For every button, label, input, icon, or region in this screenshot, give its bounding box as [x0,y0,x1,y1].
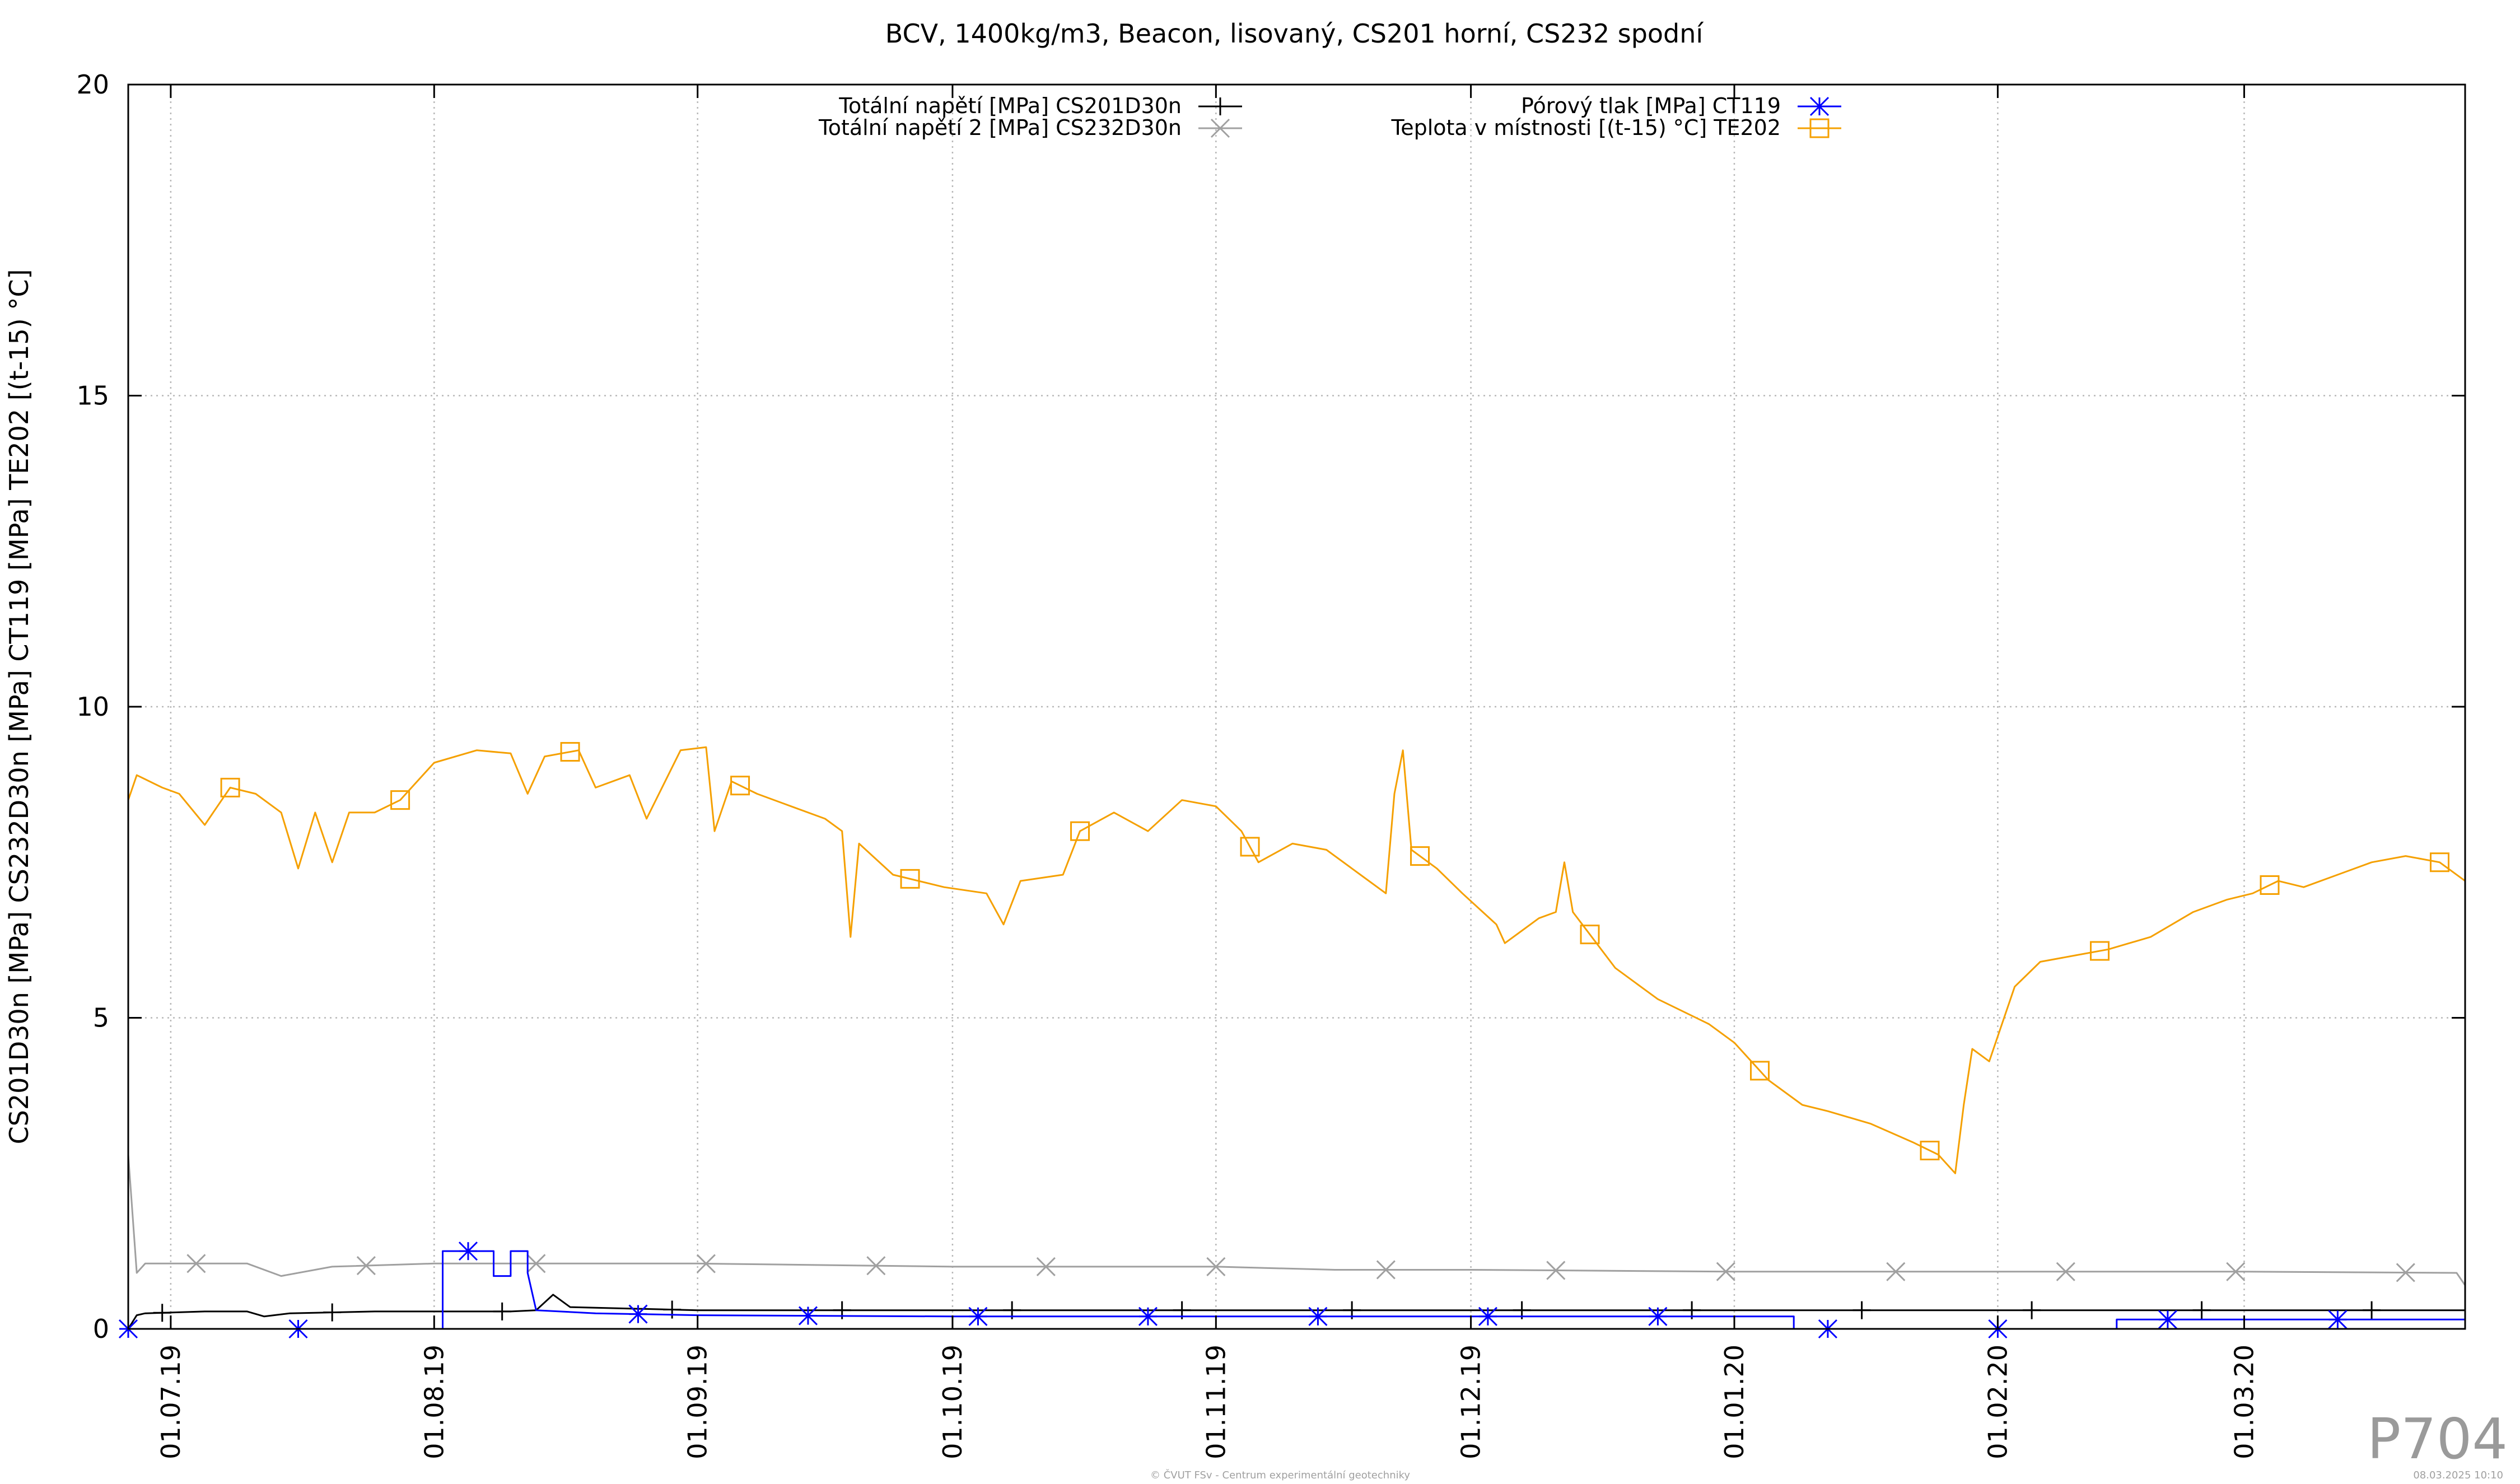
y-tick-label: 15 [76,381,109,411]
page-code-watermark: P704 [2367,1406,2508,1472]
series-marker [1240,837,1260,857]
series-marker [186,1254,206,1273]
series-marker [560,742,580,762]
y-axis-label: CS201D30n [MPa] CS232D30n [MPa] CT119 [M… [4,269,34,1145]
series-marker [1750,1061,1770,1081]
series-line [127,746,2466,1174]
footer-credit: © ČVUT FSv - Centrum experimentální geot… [1150,1469,1410,1481]
series-marker [798,1306,818,1326]
y-axis: 0 5 10 15 20 [76,69,2465,1344]
chart-title: BCV, 1400kg/m3, Beacon, lisovaný, CS201 … [885,18,1704,49]
series-marker [1580,925,1600,945]
series-marker [458,1242,478,1261]
series-marker [1206,1257,1226,1276]
series-marker [900,869,920,889]
series-marker [2089,941,2110,961]
series-group [118,1242,2465,1339]
series-group [127,742,2466,1174]
y-tick-label: 5 [93,1003,109,1033]
legend-item: Totální napětí [MPa] CS201D30n [838,94,1242,118]
series-marker [2328,1310,2348,1329]
series-group [127,1154,2466,1286]
series-marker [1036,1257,1056,1276]
legend-label: Totální napětí 2 [MPa] CS232D30n [818,115,1182,140]
series-marker [2396,1263,2415,1282]
series-marker [628,1304,648,1324]
series-marker [356,1256,376,1276]
series-marker [1648,1306,1668,1326]
series-line [127,1154,2466,1286]
series-marker [1410,846,1430,866]
series-marker [323,1303,342,1322]
y-tick-label: 10 [76,692,109,722]
series-marker [2158,1310,2177,1329]
series-marker [1852,1301,1871,1319]
footer-timestamp: 08.03.2025 10:10 [2413,1469,2503,1481]
x-tick-label: 01.03.20 [2229,1345,2259,1459]
series-marker [2363,1301,2381,1319]
legend-label: Pórový tlak [MPa] CT119 [1521,94,1781,118]
series-marker [1920,1141,1940,1161]
series-marker [663,1300,682,1319]
y-tick-label: 20 [76,69,109,100]
x-tick-label: 01.12.19 [1456,1345,1486,1459]
series-marker [1809,96,1830,116]
x-tick-label: 01.07.19 [156,1345,186,1459]
series-marker [696,1254,716,1273]
series-marker [1210,118,1230,138]
series-marker [1886,1262,1906,1281]
series-marker [2429,852,2449,872]
series-marker [1546,1261,1566,1280]
x-tick-label: 01.08.19 [419,1345,449,1459]
series-marker [730,776,750,796]
series-line [127,1294,2465,1329]
legend-label: Totální napětí [MPa] CS201D30n [838,94,1182,118]
series-marker [1376,1260,1396,1280]
x-tick-label: 01.10.19 [937,1345,968,1459]
x-tick-label: 01.11.19 [1201,1345,1231,1459]
series-marker [968,1306,988,1326]
series-marker [1809,118,1830,138]
series-marker [2192,1301,2211,1319]
x-axis: 01.07.19 01.08.19 01.09.19 01.10.19 01.11.19… [156,85,2259,1459]
series-line [128,1250,2465,1330]
series-marker [1070,821,1090,841]
series-marker [2260,875,2280,895]
series-marker [2023,1301,2041,1319]
series-marker [2226,1262,2246,1281]
series-marker [1308,1306,1328,1326]
series-marker [866,1256,886,1276]
x-tick-label: 01.02.20 [1982,1345,2013,1459]
series-marker [220,777,240,797]
legend-item: Totální napětí 2 [MPa] CS232D30n [818,115,1242,140]
legend-item: Teplota v místnosti [(t-15) °C] TE202 [1390,115,1841,140]
series-marker [153,1304,171,1322]
x-tick-label: 01.09.19 [683,1345,713,1459]
plot-frame [127,83,2466,1330]
x-tick-label: 01.01.20 [1719,1345,1749,1459]
legend-label: Teplota v místnosti [(t-15) °C] TE202 [1390,115,1781,140]
grid [128,85,2465,1329]
series-marker [526,1254,546,1273]
series-marker [1716,1262,1735,1281]
series-marker [1138,1306,1158,1326]
y-tick-label: 0 [93,1314,109,1344]
legend-item: Pórový tlak [MPa] CT119 [1521,94,1841,118]
series-marker [1478,1306,1497,1326]
series-group [127,1294,2465,1329]
series-layer [118,742,2466,1339]
series-marker [390,790,410,810]
series-marker [2056,1262,2075,1281]
series-marker [1211,97,1229,115]
series-marker [493,1302,511,1320]
